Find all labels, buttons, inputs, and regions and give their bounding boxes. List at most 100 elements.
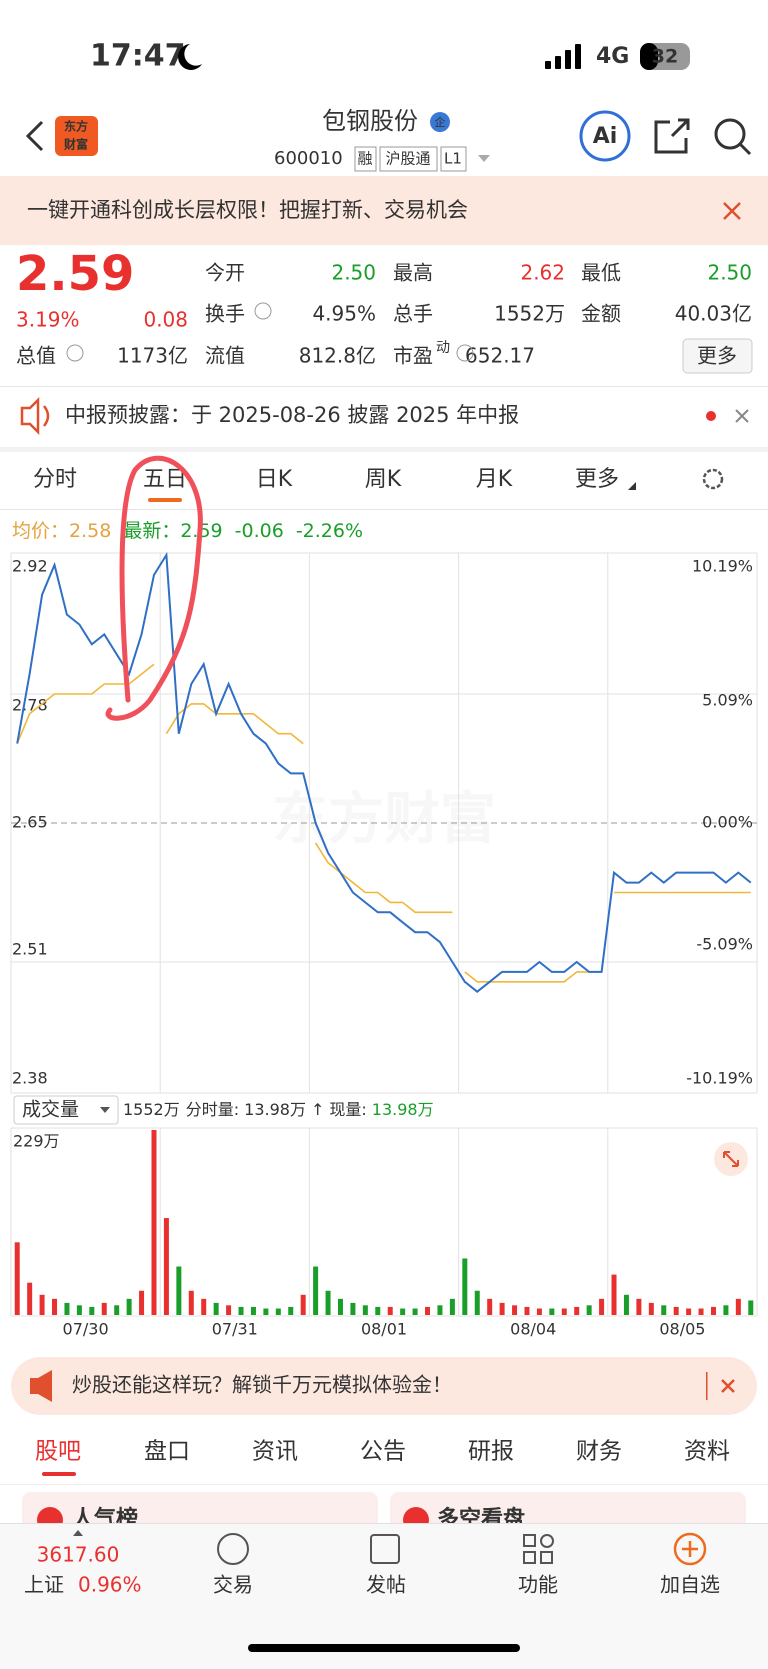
volume-bar — [176, 1266, 182, 1315]
volume-select[interactable] — [13, 1095, 119, 1125]
y-tick-label: 2.38 — [12, 1069, 48, 1088]
logo-text: 财富 — [63, 137, 88, 152]
divider — [0, 509, 768, 510]
field-label: 换手 — [205, 302, 245, 326]
ai-button[interactable] — [579, 110, 631, 162]
tab[interactable]: 分时 — [33, 467, 77, 492]
period-label: 分时量: — [186, 1100, 239, 1119]
notice-dot — [706, 411, 716, 421]
footer-button[interactable]: 发帖 — [366, 1573, 406, 1597]
back-button[interactable] — [25, 120, 44, 152]
tab-active[interactable]: 五日 — [143, 467, 187, 492]
section-tab-active[interactable]: 股吧 — [35, 1439, 81, 1465]
field-value: 812.8亿 — [299, 344, 376, 368]
volume-bar — [64, 1302, 70, 1315]
volume-bar — [487, 1298, 493, 1315]
field-label: 今开 — [205, 261, 245, 285]
volume-bar — [512, 1305, 518, 1315]
search-handle — [738, 142, 752, 156]
avg-line — [16, 663, 751, 983]
volume-bar — [536, 1308, 542, 1315]
expand-icon — [723, 1151, 739, 1167]
battery-text: 32 — [652, 46, 678, 68]
promo-icon — [30, 1370, 52, 1402]
settings-button[interactable] — [702, 468, 724, 490]
field-value: 40.03亿 — [675, 302, 752, 326]
notice-text[interactable]: 中报预披露：于 2025-08-26 披露 2025 年中报 — [65, 403, 519, 427]
search-button[interactable] — [714, 118, 746, 150]
field-label: 市盈 — [393, 344, 433, 368]
ai-text: Ai — [593, 124, 618, 149]
footer-button[interactable]: 加自选 — [660, 1573, 720, 1597]
field-value: 1552万 — [494, 302, 565, 326]
banner-close[interactable] — [723, 202, 741, 220]
divider — [0, 1484, 768, 1485]
promo[interactable] — [11, 1357, 757, 1415]
volume-bar — [337, 1298, 343, 1315]
arrow: ↑ — [311, 1100, 324, 1119]
section-tab[interactable]: 资料 — [684, 1439, 730, 1465]
volume-bar — [250, 1306, 256, 1315]
badge-text: 企 — [435, 115, 446, 129]
volume-bar — [710, 1306, 716, 1315]
y2-tick-label: 0.00% — [702, 813, 753, 832]
index-name[interactable]: 上证 — [24, 1573, 64, 1597]
volume-bar — [275, 1308, 281, 1315]
section-tab[interactable]: 资讯 — [252, 1439, 298, 1465]
footer-button[interactable]: 交易 — [213, 1573, 253, 1597]
quote-fields: 今开 2.50 最高 2.62 最低 2.50 换手 4.95% 总手 1552… — [16, 261, 752, 368]
y2-tick-label: -10.19% — [686, 1069, 753, 1088]
tab[interactable]: 日K — [256, 467, 293, 492]
chart-info: 均价：2.58 最新：2.59 -0.06 -2.26% — [12, 520, 363, 542]
notice-close[interactable] — [735, 409, 749, 423]
tab[interactable]: 周K — [365, 467, 402, 492]
banner[interactable] — [0, 176, 768, 245]
volume-bar — [561, 1308, 567, 1315]
info-icons — [66, 302, 474, 362]
section-tabs: 股吧 盘口 资讯 公告 研报 财务 资料 — [35, 1439, 730, 1465]
volume-bar — [474, 1290, 480, 1315]
volume-bar — [549, 1308, 555, 1315]
tab[interactable]: 月K — [476, 467, 513, 492]
volume-bar — [101, 1302, 107, 1315]
footer-button[interactable]: 功能 — [518, 1573, 558, 1597]
volume-bar — [76, 1305, 82, 1315]
latest-change-pct: -2.26% — [296, 520, 363, 542]
volume-bar — [238, 1306, 244, 1315]
notice-icon — [20, 396, 50, 436]
status-time: 17:47 — [90, 39, 186, 74]
field-label: 总值 — [16, 344, 56, 368]
more-button[interactable] — [682, 338, 753, 374]
section-tab[interactable]: 盘口 — [144, 1439, 190, 1465]
volume-bar — [748, 1300, 754, 1315]
volume-bar — [139, 1290, 145, 1315]
add-icon — [673, 1532, 707, 1566]
trade-icon — [217, 1533, 249, 1565]
price-line — [16, 551, 752, 993]
field-value: 2.62 — [520, 261, 565, 285]
field-value: 2.50 — [707, 261, 752, 285]
x-tick-label: 08/05 — [659, 1320, 705, 1339]
dropdown-icon[interactable] — [478, 155, 490, 162]
battery-level — [640, 43, 658, 70]
index-value[interactable]: 3617.60 — [37, 1543, 120, 1567]
promo-close[interactable] — [721, 1379, 735, 1393]
logo[interactable] — [55, 116, 98, 156]
tag: 融 — [357, 150, 372, 168]
tag: L1 — [444, 150, 462, 168]
volume-bar — [412, 1308, 418, 1315]
share-button[interactable] — [654, 118, 690, 154]
index-change[interactable]: 0.96% — [78, 1573, 142, 1597]
tab[interactable]: 更多 — [575, 467, 619, 492]
stock-code: 600010 — [274, 148, 343, 169]
section-tab[interactable]: 研报 — [468, 1439, 514, 1465]
stock-title: 包钢股份 — [322, 107, 418, 135]
volume-bar — [599, 1298, 605, 1315]
volume-bar — [425, 1306, 431, 1315]
volume-bar — [89, 1306, 95, 1315]
section-tab[interactable]: 公告 — [360, 1439, 406, 1465]
field-value: 2.50 — [331, 261, 376, 285]
volume-bar — [387, 1306, 393, 1315]
section-tab[interactable]: 财务 — [576, 1439, 622, 1465]
volume-bar — [623, 1294, 629, 1315]
